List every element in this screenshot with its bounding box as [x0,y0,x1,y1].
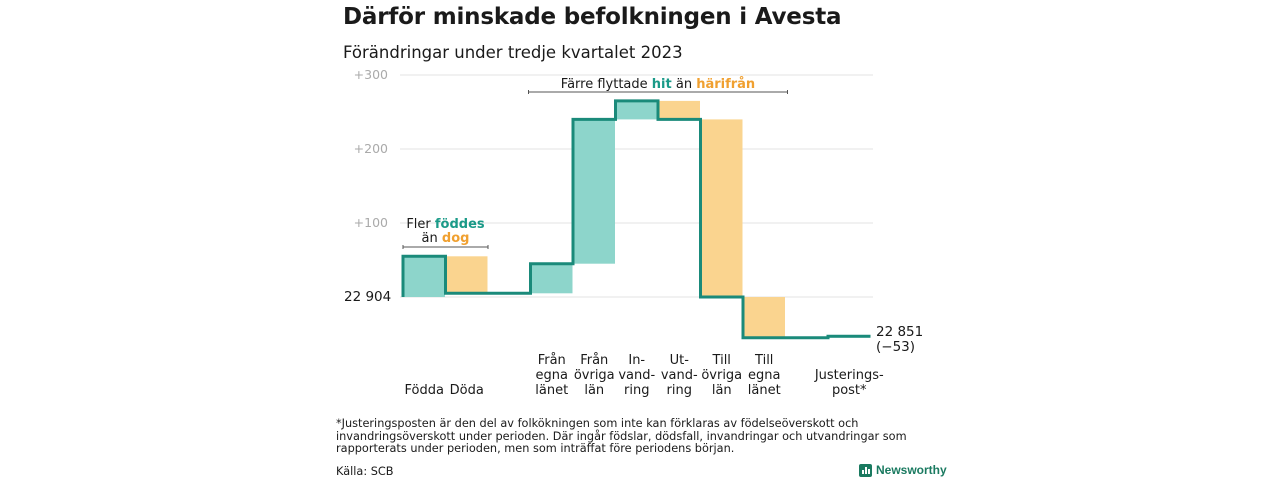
category-label: ring [624,383,649,398]
category-label: länet [535,383,568,398]
category-label: egna [536,368,568,383]
annotation-part: Färre flyttade [561,77,652,92]
category-label: län [584,383,604,398]
category-label: post* [832,383,867,398]
waterfall-bar [404,256,445,297]
annotation-part: hit [652,77,672,92]
y-tick-label: +300 [354,67,388,82]
end-change-label: (−53) [876,339,915,355]
source-label: Källa: SCB [336,465,394,478]
category-label: vand- [661,368,698,383]
newsworthy-icon [859,463,872,477]
category-label: Justerings- [814,368,884,383]
category-label: Till [712,353,731,368]
waterfall-bar [659,100,700,120]
category-label: Från [580,353,608,368]
end-value-label: 22 851 [876,324,923,340]
start-value-label: 22 904 [344,289,391,305]
waterfall-bar [574,119,615,264]
chart-title: Därför minskade befolkningen i Avesta [343,4,842,30]
waterfall-bar [701,119,743,298]
y-tick-label: +100 [354,215,388,230]
category-label: In- [628,353,645,368]
annotation-part: härifrån [696,77,755,92]
annotation-part: än [422,231,442,246]
annotation-births-deaths: Fler föddes [406,217,485,232]
annotation-part: föddes [435,217,485,232]
annotation-births-deaths-line2: än dog [422,231,470,246]
annotation-migration: Färre flyttade hit än härifrån [561,77,755,92]
category-label: övriga [574,368,615,383]
brand-name: Newsworthy [876,463,947,477]
y-tick-label: +200 [354,141,388,156]
annotation-part: än [672,77,696,92]
annotation-part: dog [442,231,470,246]
waterfall-bar [616,100,658,120]
category-label: ring [667,383,692,398]
category-label: länet [748,383,781,398]
category-label: övriga [701,368,742,383]
category-label: län [712,383,732,398]
footnote: *Justeringsposten är den del av folkökni… [336,417,907,456]
category-label: vand- [618,368,655,383]
category-label: Ut- [670,353,690,368]
chart-subtitle: Förändringar under tredje kvartalet 2023 [343,43,683,62]
cumulative-line [401,99,871,340]
category-label: Till [754,353,773,368]
waterfall-bar [531,263,573,294]
category-label: Döda [450,383,484,398]
annotation-part: Fler [406,217,435,232]
category-label: Från [538,353,566,368]
waterfall-bar [744,297,785,338]
waterfall-bar [446,256,488,294]
category-label: egna [748,368,780,383]
category-label: Födda [405,383,444,398]
brand-logo: Newsworthy [859,463,947,477]
